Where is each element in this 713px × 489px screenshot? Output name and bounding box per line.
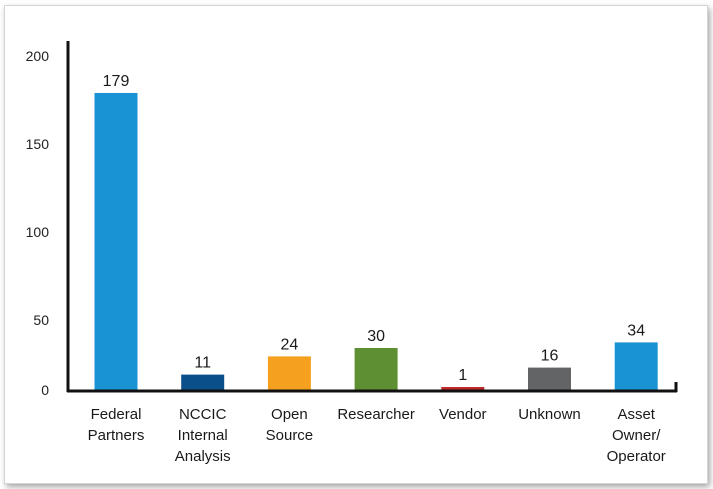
bar-value-label: 16 [541,348,559,365]
category-label-line: Owner/ [612,427,661,444]
category-label: Asset Owner/Operator [607,406,666,465]
category-label-line: Analysis [175,448,231,465]
y-tick-label: 200 [26,48,50,64]
bar-value-label: 1 [458,367,467,384]
bars-group [94,92,658,391]
x-axis-labels: Federal Partners NCCIC Internal Analysis Open… [88,406,666,465]
category-label-line: Internal [178,427,228,444]
category-label-line: Federal [91,406,142,423]
bar-value-label: 11 [194,355,211,372]
category-label-line: NCCIC [179,406,227,423]
category-label-line: Unknown [518,406,581,423]
category-label-line: Operator [607,448,666,465]
bar [267,356,311,390]
category-label: NCCIC Internal Analysis [175,406,231,465]
category-label-line: Partners [88,427,145,444]
category-label: Federal Partners [88,406,145,444]
bar-value-label: 30 [367,328,385,345]
bar [441,387,485,390]
bar [614,342,658,390]
y-axis-ticks: 0 50 100 150 200 [26,48,50,398]
chart-frame: 179 11 24 30 1 16 34 0 50 100 150 200 Federal Partn… [4,5,708,484]
category-label-line: Source [266,427,314,444]
y-tick-label: 100 [26,224,50,240]
category-label: Vendor [439,406,487,423]
category-label-line: Researcher [337,406,415,423]
category-label: Researcher [337,406,415,423]
y-tick-label: 50 [33,312,49,328]
bar-value-label: 24 [281,336,299,353]
bar [94,92,138,391]
bar [528,367,571,390]
bar-value-label: 179 [103,73,130,90]
category-label-line: Open [271,406,308,423]
category-label: Unknown [518,406,581,423]
category-label: Open Source [266,406,314,444]
category-label-line: Vendor [439,406,487,423]
y-tick-label: 150 [26,136,50,152]
bar [181,374,225,390]
value-labels-group: 179 11 24 30 1 16 34 [103,73,646,384]
bar-value-label: 34 [627,322,645,339]
bar [354,348,398,390]
category-label-line: Asset [617,406,655,423]
y-tick-label: 0 [41,382,49,398]
bar-chart: 179 11 24 30 1 16 34 0 50 100 150 200 Federal Partn… [26,41,678,465]
